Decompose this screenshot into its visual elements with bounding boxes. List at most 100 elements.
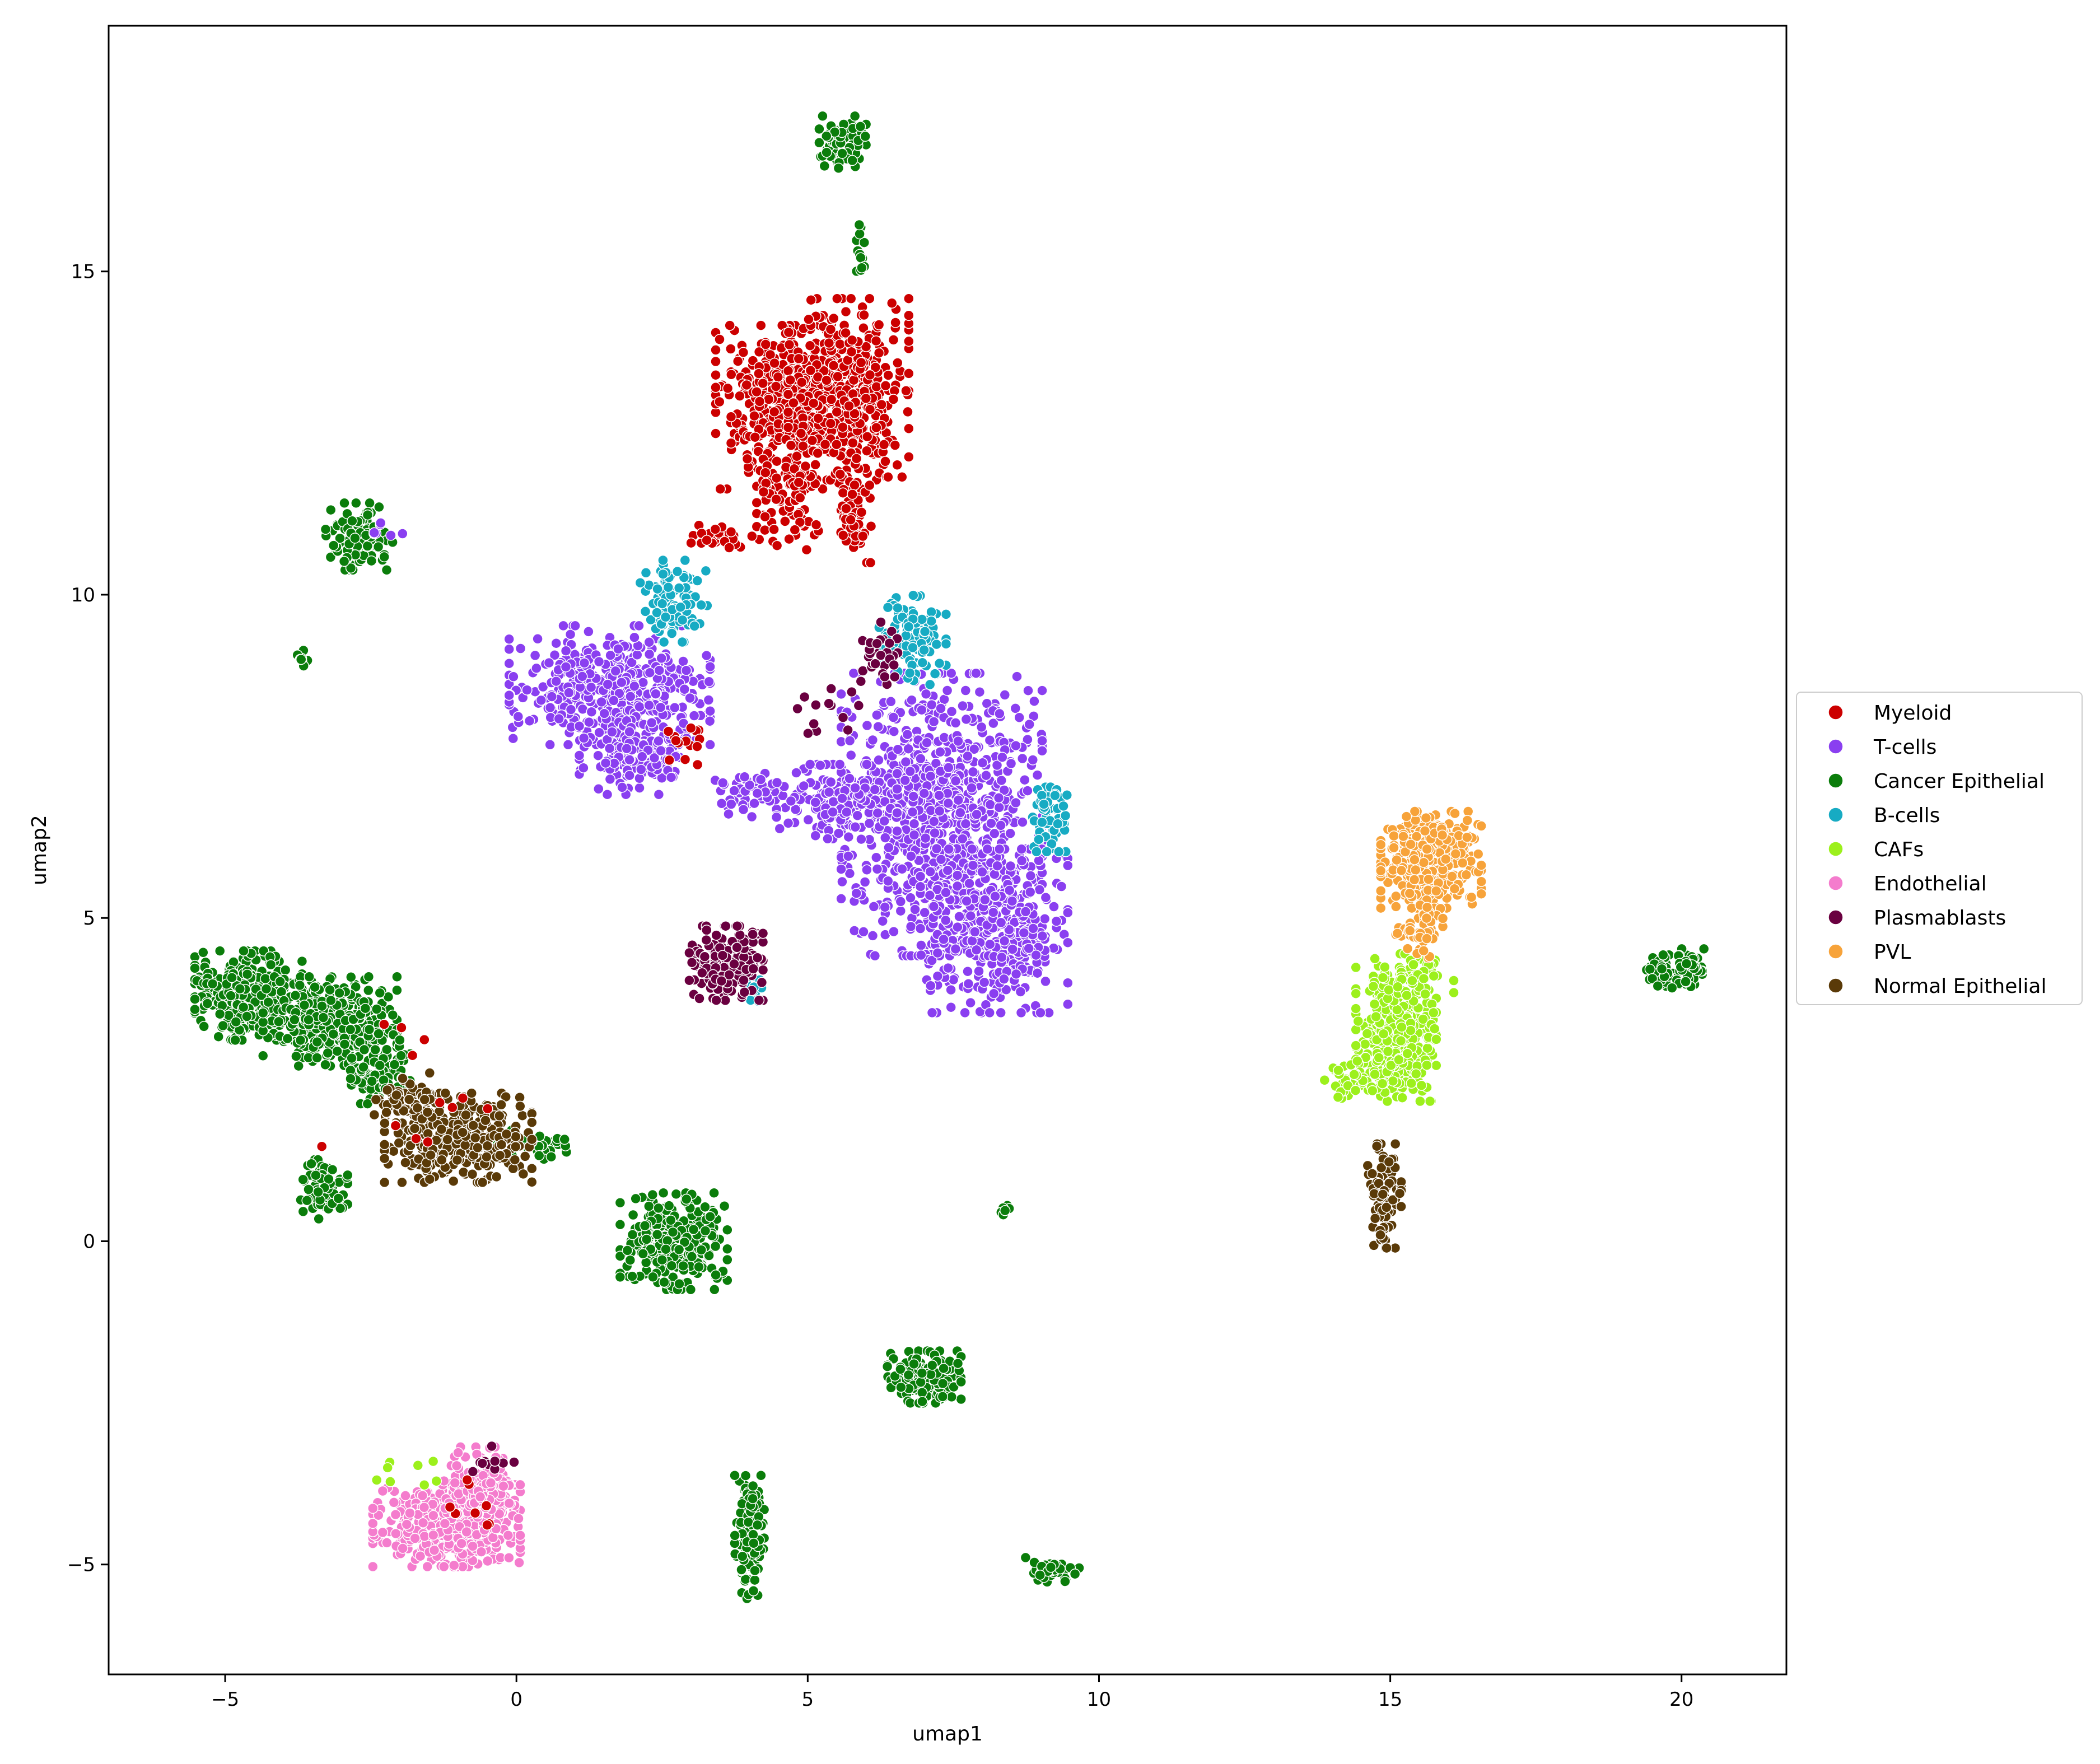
data-point — [512, 711, 524, 722]
data-point — [1015, 1007, 1027, 1019]
data-point — [562, 739, 574, 750]
data-point — [892, 783, 903, 795]
data-point — [908, 791, 919, 802]
data-point — [678, 656, 689, 667]
data-point — [238, 945, 249, 956]
data-point — [617, 782, 628, 793]
data-point — [1032, 967, 1043, 979]
data-point — [1040, 892, 1052, 903]
data-point — [752, 787, 763, 799]
data-point — [633, 620, 645, 632]
data-point — [755, 774, 767, 785]
data-point — [858, 322, 869, 334]
data-point — [833, 828, 844, 839]
data-point — [814, 137, 825, 148]
data-point — [636, 764, 647, 775]
data-point — [837, 422, 848, 433]
data-point — [934, 805, 945, 817]
data-point — [1652, 980, 1664, 992]
data-point — [651, 1229, 663, 1240]
data-point — [892, 357, 903, 368]
data-point — [960, 713, 972, 725]
data-point — [990, 890, 1001, 902]
data-point — [920, 688, 932, 700]
data-point — [716, 798, 727, 809]
data-point — [888, 712, 899, 723]
data-point — [1005, 758, 1017, 769]
data-point — [714, 396, 725, 408]
data-point — [953, 795, 964, 806]
data-point — [1005, 828, 1016, 839]
data-point — [849, 408, 860, 419]
data-point — [870, 362, 881, 373]
data-point — [1014, 712, 1025, 724]
data-point — [865, 520, 877, 532]
data-point — [584, 716, 595, 728]
data-point — [977, 866, 988, 878]
data-point — [981, 769, 992, 781]
data-point — [391, 971, 403, 983]
data-point — [892, 459, 903, 471]
data-point — [988, 988, 1000, 999]
data-point — [864, 479, 875, 491]
data-point — [800, 460, 811, 472]
data-point — [822, 833, 833, 844]
data-point — [802, 814, 814, 825]
data-point — [840, 327, 851, 339]
data-point — [301, 1194, 312, 1206]
data-point — [710, 356, 721, 367]
data-point — [1024, 718, 1035, 730]
data-point — [994, 708, 1005, 720]
data-point — [363, 984, 374, 996]
data-point — [704, 705, 716, 717]
data-point — [641, 1234, 652, 1245]
data-point — [747, 1480, 759, 1492]
data-point — [1017, 816, 1028, 828]
data-point — [545, 1151, 557, 1163]
data-point — [257, 1007, 269, 1019]
data-point — [688, 1224, 699, 1235]
data-point — [679, 554, 691, 566]
data-point — [608, 695, 619, 706]
data-point — [823, 786, 835, 798]
data-point — [297, 1174, 309, 1186]
data-point — [833, 162, 844, 174]
data-point — [851, 453, 862, 464]
data-point — [942, 797, 954, 809]
data-point — [593, 656, 605, 668]
data-point — [241, 1011, 253, 1022]
data-point — [614, 1219, 626, 1230]
data-point — [704, 715, 716, 727]
data-point — [394, 1034, 405, 1046]
data-point — [1033, 855, 1044, 866]
data-point — [274, 976, 286, 987]
data-point — [391, 984, 403, 996]
data-point — [782, 422, 794, 433]
data-point — [1024, 886, 1036, 898]
data-point — [614, 1271, 626, 1283]
data-point — [1040, 976, 1051, 987]
data-point — [793, 477, 805, 488]
data-point — [1062, 907, 1074, 918]
data-point — [616, 676, 627, 688]
data-point — [757, 377, 769, 389]
data-point — [366, 1076, 377, 1087]
data-point — [715, 483, 726, 494]
data-point — [344, 1024, 356, 1035]
data-point — [732, 356, 744, 367]
data-point — [895, 1382, 907, 1393]
data-point — [861, 431, 873, 442]
data-point — [843, 831, 855, 843]
cluster-cancer-epithelial-14 — [295, 1154, 353, 1225]
data-point — [755, 1469, 767, 1481]
data-point — [1698, 943, 1710, 955]
data-point — [544, 739, 556, 750]
data-point — [1007, 944, 1018, 955]
data-point — [366, 555, 377, 567]
data-point — [914, 881, 926, 892]
data-point — [877, 916, 888, 927]
data-point — [804, 759, 816, 770]
data-point — [374, 501, 385, 513]
data-point — [977, 757, 988, 768]
data-point — [848, 668, 860, 679]
